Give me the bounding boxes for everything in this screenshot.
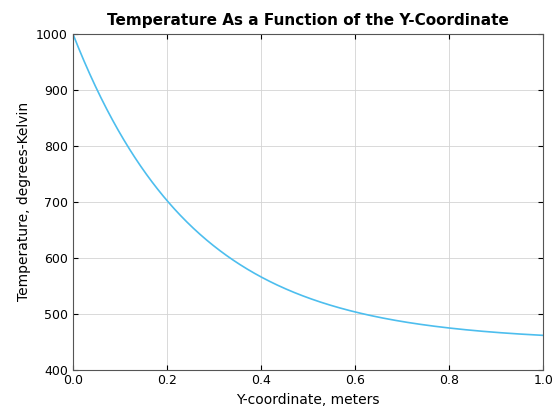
Title: Temperature As a Function of the Y-Coordinate: Temperature As a Function of the Y-Coord… xyxy=(107,13,509,28)
Y-axis label: Temperature, degrees-Kelvin: Temperature, degrees-Kelvin xyxy=(16,102,30,301)
X-axis label: Y-coordinate, meters: Y-coordinate, meters xyxy=(236,393,380,407)
